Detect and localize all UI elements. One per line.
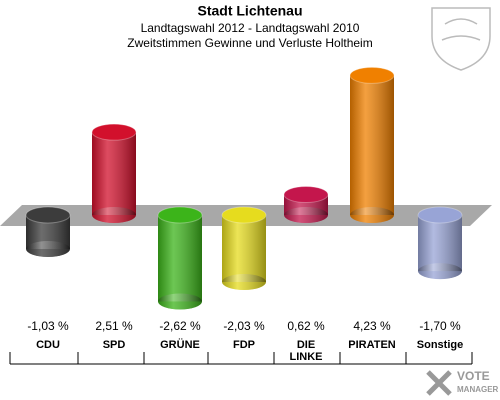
logo-text: MANAGER [457, 385, 499, 394]
cylinder [221, 206, 267, 290]
bar-shade [350, 75, 394, 215]
x-tick-label: DIE LINKE [289, 339, 323, 363]
value-label: -1,03 % [27, 319, 69, 333]
cylinder-bottom-shade [350, 207, 394, 223]
logo-text: VOTE [457, 369, 490, 383]
x-tick-label: CDU [36, 339, 60, 351]
value-label: -1,70 % [419, 319, 461, 333]
value-label: -2,03 % [223, 319, 265, 333]
crest [431, 7, 491, 71]
cylinder-top [349, 66, 395, 84]
value-label: 2,51 % [95, 319, 133, 333]
value-label: 4,23 % [353, 319, 391, 333]
value-label: -2,62 % [159, 319, 201, 333]
cylinder-top [283, 186, 329, 204]
x-tick-label: GRÜNE [160, 339, 200, 351]
cylinder [91, 123, 137, 223]
logo: VOTE MANAGER [426, 369, 499, 396]
cylinder-bottom-shade [222, 273, 266, 290]
cylinder-top [221, 206, 267, 224]
bar-shade [92, 132, 136, 215]
cylinder-bottom-shade [418, 263, 462, 280]
cylinder [349, 66, 395, 223]
cylinder-bottom-shade [158, 293, 202, 310]
cylinder-bottom-shade [26, 240, 70, 257]
chart-subtitle: Landtagswahl 2012 - Landtagswahl 2010 [141, 21, 360, 35]
bar-shade [158, 215, 202, 302]
chart-subtitle: Zweitstimmen Gewinne und Verluste Holthe… [127, 36, 372, 50]
cylinder-top [417, 206, 463, 224]
bar-shade [418, 215, 462, 272]
cylinder-top [25, 206, 71, 224]
x-tick-label: PIRATEN [348, 339, 396, 351]
cylinder-bottom-shade [92, 207, 136, 223]
cylinder [157, 206, 203, 310]
value-label: 0,62 % [287, 319, 325, 333]
cylinder [283, 186, 329, 223]
cylinder-bottom-shade [284, 207, 328, 223]
cylinder-top [157, 206, 203, 224]
chart-title: Stadt Lichtenau [197, 3, 302, 19]
bar-shade [222, 215, 266, 282]
cylinder [417, 206, 463, 280]
x-tick-label: SPD [102, 339, 126, 351]
x-tick-label: Sonstige [416, 339, 464, 351]
cylinder [25, 206, 71, 257]
cylinder-top [91, 123, 137, 141]
x-tick-label: FDP [233, 339, 255, 351]
